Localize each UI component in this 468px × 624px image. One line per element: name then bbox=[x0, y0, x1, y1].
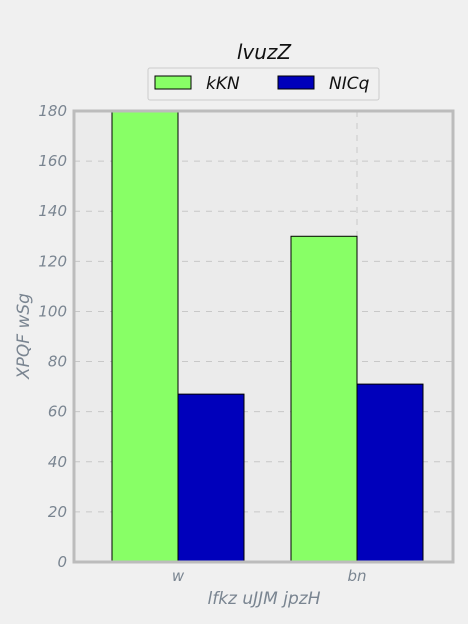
y-tick-label: 60 bbox=[48, 403, 67, 421]
y-axis-ticks: 0 20 40 60 80 100 120 140 160 180 bbox=[38, 102, 67, 571]
legend: kKN NICq bbox=[147, 67, 380, 101]
chart-title: lvuzZ bbox=[237, 40, 293, 64]
x-axis-label: lfkz uJJM jpzH bbox=[208, 589, 321, 609]
bar-kKN-w bbox=[111, 110, 179, 563]
legend-box bbox=[147, 67, 380, 101]
bar-NICq-w bbox=[177, 393, 245, 563]
y-tick-label: 80 bbox=[48, 353, 67, 371]
y-tick-label: 120 bbox=[38, 252, 67, 270]
y-tick-label: 180 bbox=[38, 102, 67, 120]
legend-swatch-NICq bbox=[277, 75, 315, 90]
y-tick-label: 40 bbox=[48, 453, 67, 471]
y-tick-label: 20 bbox=[48, 503, 67, 521]
y-tick-label: 140 bbox=[38, 202, 67, 220]
x-tick-label: w bbox=[172, 567, 185, 585]
y-tick-label: 160 bbox=[38, 152, 67, 170]
bar-NICq-bn bbox=[356, 383, 424, 563]
legend-label-NICq: NICq bbox=[329, 74, 370, 94]
x-axis-ticks: w bn bbox=[172, 567, 367, 585]
legend-swatch-kKN bbox=[154, 75, 192, 90]
x-tick-label: bn bbox=[347, 567, 366, 585]
legend-label-kKN: kKN bbox=[206, 74, 240, 94]
plot-frame bbox=[72, 109, 455, 564]
y-axis-label: XPQF wSg bbox=[14, 293, 34, 380]
bar-kKN-bn bbox=[290, 235, 358, 563]
y-tick-label: 100 bbox=[38, 302, 67, 320]
y-tick-label: 0 bbox=[57, 553, 67, 571]
bars bbox=[111, 110, 424, 563]
